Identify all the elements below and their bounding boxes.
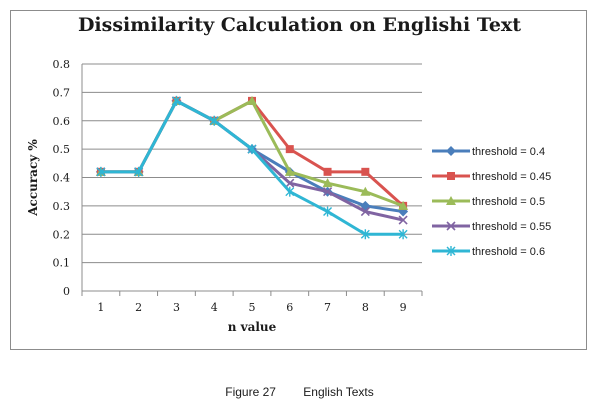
- data-point: [361, 167, 370, 176]
- data-point: [209, 115, 219, 126]
- data-point: [322, 178, 333, 188]
- data-point: [96, 166, 106, 177]
- y-tick-label: 0.4: [53, 172, 71, 185]
- x-tick-label: 4: [211, 301, 218, 314]
- legend-marker: [447, 172, 455, 180]
- x-tick-label: 3: [173, 301, 180, 314]
- legend-label: threshold = 0.6: [472, 246, 545, 258]
- data-point: [134, 166, 144, 177]
- x-tick-label: 6: [286, 301, 293, 314]
- y-tick-label: 0.8: [53, 58, 71, 71]
- data-point: [360, 206, 370, 217]
- legend-label: threshold = 0.4: [472, 146, 545, 158]
- data-point: [285, 178, 295, 188]
- y-tick-label: 0.2: [53, 228, 71, 241]
- legend-label: threshold = 0.55: [472, 221, 551, 233]
- data-point: [323, 206, 333, 217]
- chart-title: Dissimilarity Calculation on Englishi Te…: [77, 14, 522, 36]
- y-tick-label: 0.3: [53, 200, 71, 213]
- data-point: [322, 187, 333, 197]
- figure-number: Figure 27: [225, 385, 276, 399]
- legend-marker: [446, 246, 456, 256]
- figure-caption: Figure 27 English Texts: [0, 385, 599, 399]
- legend-item: threshold = 0.6: [432, 246, 545, 258]
- y-tick-label: 0.1: [53, 257, 71, 270]
- legend-item: threshold = 0.5: [432, 196, 545, 208]
- x-tick-label: 1: [97, 301, 104, 314]
- data-point: [323, 167, 332, 176]
- x-tick-label: 9: [400, 301, 407, 314]
- legend-item: threshold = 0.55: [432, 221, 551, 233]
- x-tick-label: 8: [362, 301, 369, 314]
- chart-frame: [10, 10, 587, 350]
- data-point: [171, 95, 181, 106]
- series-1: [95, 95, 409, 217]
- legend-marker: [446, 146, 456, 156]
- data-point: [398, 215, 408, 225]
- data-point: [247, 144, 257, 155]
- legend-label: threshold = 0.5: [472, 196, 545, 208]
- y-tick-label: 0.5: [53, 143, 71, 156]
- x-tick-label: 2: [135, 301, 142, 314]
- legend-marker: [446, 196, 456, 205]
- legend-label: threshold = 0.45: [472, 171, 551, 183]
- data-point: [398, 200, 409, 210]
- data-point: [360, 229, 370, 240]
- y-tick-label: 0.7: [53, 86, 71, 99]
- data-point: [247, 95, 257, 105]
- y-axis-title: Accuracy %: [26, 139, 40, 217]
- x-tick-label: 7: [324, 301, 331, 314]
- legend-item: threshold = 0.4: [432, 146, 545, 158]
- data-point: [398, 229, 408, 240]
- x-axis-title: n value: [228, 320, 277, 334]
- data-point: [360, 186, 371, 196]
- y-tick-label: 0: [63, 285, 70, 298]
- legend-item: threshold = 0.45: [432, 171, 551, 183]
- data-point: [285, 186, 295, 197]
- series-5: [96, 95, 408, 240]
- figure-caption-text: English Texts: [303, 385, 374, 399]
- x-tick-label: 5: [249, 301, 256, 314]
- legend-marker: [446, 221, 456, 231]
- y-tick-label: 0.6: [53, 115, 71, 128]
- data-point: [284, 166, 295, 176]
- data-point: [285, 145, 294, 154]
